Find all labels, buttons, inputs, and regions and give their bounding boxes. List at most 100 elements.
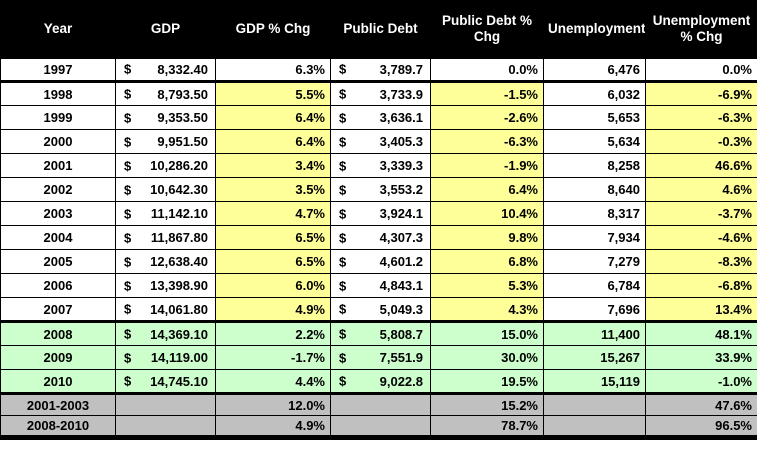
cell-gdp-chg: 5.5% xyxy=(215,81,331,106)
currency-symbol: $ xyxy=(124,158,132,173)
cell-gdp: $14,369.10 xyxy=(115,321,216,346)
currency-symbol: $ xyxy=(124,278,132,293)
cell-gdp: $8,332.40 xyxy=(115,57,216,83)
cell-year: 1999 xyxy=(0,105,116,130)
cell-gdp: $11,867.80 xyxy=(115,225,216,250)
cell-gdp-chg: 6.5% xyxy=(215,249,331,274)
cell-public-debt-chg: 15.0% xyxy=(430,321,544,346)
cell-unemployment: 15,119 xyxy=(543,369,646,395)
debt-value: 3,553.2 xyxy=(379,182,423,197)
cell-unemployment: 7,934 xyxy=(543,225,646,250)
currency-symbol: $ xyxy=(339,134,347,149)
cell-unemployment: 8,258 xyxy=(543,153,646,178)
currency-symbol: $ xyxy=(124,61,132,77)
cell-public-debt-chg: 15.2% xyxy=(430,393,544,416)
cell-unemployment: 5,634 xyxy=(543,129,646,154)
table-row-2007: 2007 $14,061.80 4.9% $5,049.3 4.3% 7,696… xyxy=(0,297,757,323)
cell-unemployment-chg: 0.0% xyxy=(645,57,757,83)
currency-symbol: $ xyxy=(339,373,347,389)
cell-unemployment: 7,696 xyxy=(543,297,646,323)
cell-year: 2000 xyxy=(0,129,116,154)
cell-public-debt-chg: 19.5% xyxy=(430,369,544,395)
cell-unemployment: 15,267 xyxy=(543,345,646,370)
summary-row-2008-2010: 2008-2010 4.9% 78.7% 96.5% xyxy=(0,415,757,440)
debt-value: 3,636.1 xyxy=(379,110,423,125)
cell-unemployment: 6,784 xyxy=(543,273,646,298)
cell-gdp: $10,286.20 xyxy=(115,153,216,178)
table-row-2003: 2003 $11,142.10 4.7% $3,924.1 10.4% 8,31… xyxy=(0,201,757,226)
currency-symbol: $ xyxy=(124,373,132,389)
summary-row-2001-2003: 2001-2003 12.0% 15.2% 47.6% xyxy=(0,393,757,416)
cell-unemployment-empty xyxy=(543,415,646,440)
cell-gdp: $13,398.90 xyxy=(115,273,216,298)
gdp-value: 12,638.40 xyxy=(150,254,208,269)
currency-symbol: $ xyxy=(339,110,347,125)
cell-unemployment: 11,400 xyxy=(543,321,646,346)
gdp-value: 9,951.50 xyxy=(157,134,208,149)
cell-public-debt: $9,022.8 xyxy=(330,369,431,395)
currency-symbol: $ xyxy=(124,301,132,317)
cell-public-debt: $3,553.2 xyxy=(330,177,431,202)
cell-unemployment-chg: -1.0% xyxy=(645,369,757,395)
gdp-value: 8,332.40 xyxy=(157,61,208,77)
debt-value: 4,307.3 xyxy=(379,230,423,245)
cell-gdp-chg: 6.3% xyxy=(215,57,331,83)
cell-public-debt-chg: 5.3% xyxy=(430,273,544,298)
column-header-gdp: GDP xyxy=(115,0,216,59)
cell-public-debt: $3,789.7 xyxy=(330,57,431,83)
cell-gdp-chg: 4.9% xyxy=(215,415,331,440)
column-header-public-debt-chg: Public Debt % Chg xyxy=(430,0,544,59)
currency-symbol: $ xyxy=(339,182,347,197)
cell-public-debt-chg: 4.3% xyxy=(430,297,544,323)
table-row-2006: 2006 $13,398.90 6.0% $4,843.1 5.3% 6,784… xyxy=(0,273,757,298)
debt-value: 3,339.3 xyxy=(379,158,423,173)
cell-gdp: $14,745.10 xyxy=(115,369,216,395)
currency-symbol: $ xyxy=(339,301,347,317)
cell-gdp: $10,642.30 xyxy=(115,177,216,202)
cell-unemployment-chg: 48.1% xyxy=(645,321,757,346)
cell-public-debt: $5,808.7 xyxy=(330,321,431,346)
cell-gdp-chg: 6.4% xyxy=(215,105,331,130)
currency-symbol: $ xyxy=(124,350,132,365)
cell-unemployment-chg: 4.6% xyxy=(645,177,757,202)
cell-unemployment: 6,476 xyxy=(543,57,646,83)
currency-symbol: $ xyxy=(124,230,132,245)
cell-year: 2001 xyxy=(0,153,116,178)
currency-symbol: $ xyxy=(124,86,132,102)
debt-value: 3,789.7 xyxy=(379,61,423,77)
cell-public-debt: $4,307.3 xyxy=(330,225,431,250)
cell-unemployment-chg: -6.9% xyxy=(645,81,757,106)
gdp-value: 14,745.10 xyxy=(150,373,208,389)
cell-unemployment: 7,279 xyxy=(543,249,646,274)
cell-unemployment-chg: -4.6% xyxy=(645,225,757,250)
cell-unemployment-chg: -6.8% xyxy=(645,273,757,298)
debt-value: 3,405.3 xyxy=(379,134,423,149)
debt-value: 4,843.1 xyxy=(379,278,423,293)
currency-symbol: $ xyxy=(339,158,347,173)
cell-year: 2002 xyxy=(0,177,116,202)
gdp-value: 13,398.90 xyxy=(150,278,208,293)
cell-gdp-chg: 4.9% xyxy=(215,297,331,323)
header-row: Year GDP GDP % Chg Public Debt Public De… xyxy=(0,0,757,59)
cell-unemployment-empty xyxy=(543,393,646,416)
cell-public-debt: $3,924.1 xyxy=(330,201,431,226)
currency-symbol: $ xyxy=(124,110,132,125)
cell-gdp: $9,951.50 xyxy=(115,129,216,154)
cell-public-debt-chg: 0.0% xyxy=(430,57,544,83)
economic-data-table: Year GDP GDP % Chg Public Debt Public De… xyxy=(0,0,757,440)
cell-public-debt: $5,049.3 xyxy=(330,297,431,323)
currency-symbol: $ xyxy=(124,134,132,149)
currency-symbol: $ xyxy=(124,182,132,197)
cell-unemployment-chg: -0.3% xyxy=(645,129,757,154)
cell-public-debt-chg: 6.4% xyxy=(430,177,544,202)
currency-symbol: $ xyxy=(339,230,347,245)
currency-symbol: $ xyxy=(124,326,132,342)
cell-gdp-empty xyxy=(115,393,216,416)
table-row-2004: 2004 $11,867.80 6.5% $4,307.3 9.8% 7,934… xyxy=(0,225,757,250)
currency-symbol: $ xyxy=(124,206,132,221)
cell-public-debt-chg: -6.3% xyxy=(430,129,544,154)
debt-value: 9,022.8 xyxy=(379,373,423,389)
cell-unemployment-chg: -3.7% xyxy=(645,201,757,226)
cell-gdp-chg: 6.4% xyxy=(215,129,331,154)
